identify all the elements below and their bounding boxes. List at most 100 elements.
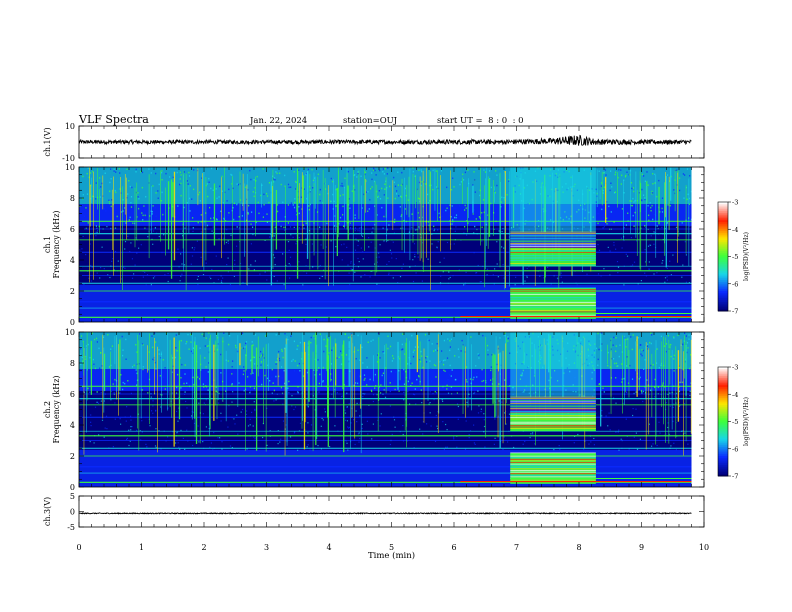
noise-speckle xyxy=(167,272,169,275)
noise-speckle xyxy=(605,174,607,176)
noise-speckle xyxy=(615,248,617,250)
colorbar-segment xyxy=(718,452,728,455)
noise-speckle xyxy=(80,346,82,348)
noise-speckle xyxy=(335,188,337,191)
colorbar-segment xyxy=(718,211,728,214)
noise-speckle xyxy=(172,431,174,433)
noise-speckle xyxy=(407,391,409,393)
noise-speckle xyxy=(254,363,256,365)
noise-speckle xyxy=(245,354,247,357)
noise-speckle xyxy=(627,212,629,214)
noise-speckle xyxy=(632,264,634,266)
noise-speckle xyxy=(235,346,237,349)
noise-speckle xyxy=(444,359,446,361)
noise-speckle xyxy=(91,195,94,198)
noise-speckle xyxy=(483,413,485,415)
noise-speckle xyxy=(271,392,273,395)
noise-speckle xyxy=(684,332,686,334)
noise-speckle xyxy=(482,221,485,223)
colorbar-segment xyxy=(718,381,728,384)
noise-speckle xyxy=(319,226,321,228)
noise-speckle xyxy=(616,261,619,263)
noise-speckle xyxy=(651,204,653,207)
noise-speckle xyxy=(150,284,152,286)
noise-speckle xyxy=(679,381,681,384)
noise-speckle xyxy=(136,372,138,375)
noise-speckle xyxy=(360,247,362,249)
noise-speckle xyxy=(449,346,451,348)
noise-speckle xyxy=(682,430,684,432)
noise-speckle xyxy=(463,179,465,181)
y-tick-label: 6 xyxy=(70,390,75,399)
noise-speckle xyxy=(167,211,169,214)
noise-speckle xyxy=(628,448,630,450)
noise-speckle xyxy=(154,341,157,343)
noise-speckle xyxy=(158,353,160,355)
noise-speckle xyxy=(465,207,467,209)
noise-speckle xyxy=(101,365,103,367)
noise-speckle xyxy=(373,381,375,383)
noise-speckle xyxy=(456,403,459,405)
noise-speckle xyxy=(664,277,667,279)
noise-speckle xyxy=(617,272,619,274)
noise-speckle xyxy=(193,383,195,386)
noise-speckle xyxy=(617,266,620,268)
noise-speckle xyxy=(275,363,277,365)
noise-speckle xyxy=(482,199,485,201)
noise-speckle xyxy=(339,194,341,197)
noise-speckle xyxy=(272,175,274,177)
noise-speckle xyxy=(638,378,640,380)
noise-speckle xyxy=(366,384,368,386)
noise-speckle xyxy=(301,358,303,360)
noise-speckle xyxy=(370,340,372,342)
noise-speckle xyxy=(94,203,96,206)
noise-speckle xyxy=(402,373,404,375)
noise-speckle xyxy=(388,272,390,274)
noise-speckle xyxy=(319,373,321,376)
noise-speckle xyxy=(181,273,183,275)
noise-speckle xyxy=(446,446,448,448)
noise-speckle xyxy=(656,348,658,350)
noise-speckle xyxy=(400,184,402,186)
noise-speckle xyxy=(399,431,401,433)
noise-speckle xyxy=(250,359,252,361)
colorbar-segment xyxy=(718,234,728,238)
noise-speckle xyxy=(330,363,332,365)
noise-speckle xyxy=(362,362,364,364)
noise-speckle xyxy=(296,213,298,216)
noise-speckle xyxy=(124,207,126,209)
noise-speckle xyxy=(306,272,308,274)
colorbar-segment xyxy=(718,461,728,464)
noise-speckle xyxy=(405,418,407,420)
noise-speckle xyxy=(688,338,690,340)
noise-speckle xyxy=(360,276,362,278)
noise-speckle xyxy=(384,188,386,190)
noise-speckle xyxy=(132,384,134,387)
noise-speckle xyxy=(411,213,413,215)
noise-speckle xyxy=(131,277,134,279)
noise-speckle xyxy=(393,419,396,421)
x-tick-label: 0 xyxy=(76,543,81,552)
noise-speckle xyxy=(129,185,131,188)
noise-speckle xyxy=(491,354,493,356)
noise-speckle xyxy=(130,426,132,428)
noise-speckle xyxy=(334,225,336,227)
noise-speckle xyxy=(130,196,133,198)
noise-speckle xyxy=(446,357,449,359)
noise-speckle xyxy=(440,275,442,277)
noise-speckle xyxy=(607,246,609,248)
colorbar-segment xyxy=(718,377,728,381)
noise-speckle xyxy=(312,395,314,397)
noise-speckle xyxy=(420,169,422,171)
noise-speckle xyxy=(430,425,432,427)
noise-speckle xyxy=(284,216,286,218)
noise-speckle xyxy=(354,443,356,446)
noise-speckle xyxy=(666,276,668,278)
noise-speckle xyxy=(125,222,127,224)
noise-speckle xyxy=(207,389,209,391)
noise-speckle xyxy=(294,431,296,433)
noise-speckle xyxy=(317,359,319,361)
noise-speckle xyxy=(360,226,362,229)
noise-speckle xyxy=(119,188,121,190)
colorbar-segment xyxy=(718,388,728,392)
